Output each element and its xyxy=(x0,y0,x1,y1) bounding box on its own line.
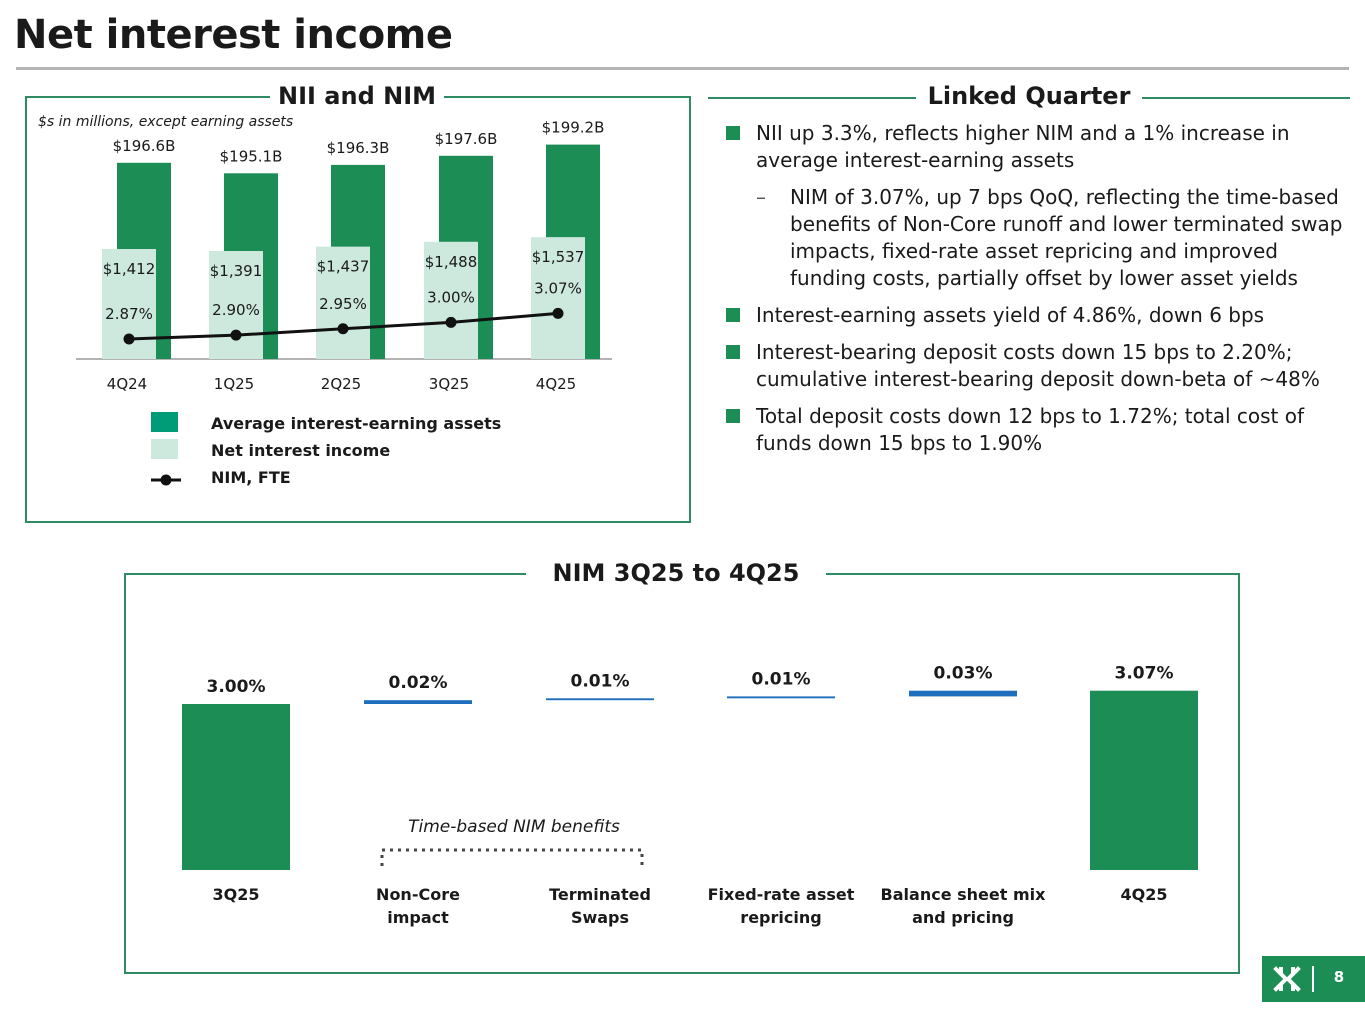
waterfall-category-label: Terminated xyxy=(549,885,651,904)
waterfall-delta-bar xyxy=(364,700,472,704)
waterfall-value-label: 3.07% xyxy=(1115,664,1174,684)
waterfall-category-label: Balance sheet mix xyxy=(881,885,1047,904)
nii-value-label: $1,437 xyxy=(317,258,370,276)
waterfall-category-label: impact xyxy=(387,908,449,927)
x-tick-label: 1Q25 xyxy=(214,375,254,393)
x-tick-label: 2Q25 xyxy=(321,375,361,393)
waterfall-delta-bar xyxy=(727,696,835,699)
linked-quarter-bullets: NII up 3.3%, reflects higher NIM and a 1… xyxy=(722,120,1357,467)
assets-value-label: $196.3B xyxy=(327,139,390,157)
linked-quarter-heading: Linked Quarter xyxy=(918,82,1140,110)
page-number: 8 xyxy=(1333,968,1345,986)
legend-label: Net interest income xyxy=(211,441,390,460)
assets-value-label: $197.6B xyxy=(435,130,498,148)
nim-value-label: 2.90% xyxy=(212,301,260,319)
linked-quarter-rule-right xyxy=(1142,97,1350,99)
bullet-total-deposit-costs: Total deposit costs down 12 bps to 1.72%… xyxy=(722,403,1357,457)
bullet-square-icon xyxy=(726,126,740,140)
x-tick-label: 4Q25 xyxy=(536,375,576,393)
bullet-square-icon xyxy=(726,345,740,359)
bullet-nii: NII up 3.3%, reflects higher NIM and a 1… xyxy=(722,120,1357,174)
legend-swatch-assets xyxy=(151,412,178,432)
assets-value-label: $196.6B xyxy=(113,137,176,155)
logo-icon xyxy=(1273,966,1301,992)
waterfall-category-label: Fixed-rate asset xyxy=(708,885,855,904)
waterfall-total-bar xyxy=(182,704,290,870)
assets-value-label: $199.2B xyxy=(542,119,605,137)
nii-bar xyxy=(209,251,263,359)
nim-point xyxy=(337,323,349,335)
nim-value-label: 2.95% xyxy=(319,295,367,313)
nii-value-label: $1,391 xyxy=(210,262,263,280)
sub-bullet-nim: – NIM of 3.07%, up 7 bps QoQ, reflecting… xyxy=(722,184,1357,292)
nii-value-label: $1,412 xyxy=(103,260,156,278)
legend-swatch-nii xyxy=(151,439,178,459)
nim-point xyxy=(230,329,242,341)
waterfall-total-bar xyxy=(1090,690,1198,870)
nim-point xyxy=(123,333,135,345)
waterfall-delta-bar xyxy=(546,698,654,701)
bullet-text: Interest-earning assets yield of 4.86%, … xyxy=(756,303,1265,327)
waterfall-category-label: 4Q25 xyxy=(1121,885,1168,904)
legend-label: NIM, FTE xyxy=(211,468,291,487)
nii-nim-heading: NII and NIM xyxy=(270,82,444,110)
waterfall-category-label: repricing xyxy=(740,908,821,927)
bullet-square-icon xyxy=(726,409,740,423)
linked-quarter-rule-left xyxy=(708,97,916,99)
waterfall-category-label: and pricing xyxy=(912,908,1014,927)
nim-value-label: 3.07% xyxy=(534,279,582,297)
nim-point xyxy=(445,316,457,328)
bullet-text: Total deposit costs down 12 bps to 1.72%… xyxy=(756,404,1305,455)
units-note: $s in millions, except earning assets xyxy=(38,114,294,130)
nii-bar xyxy=(424,241,478,359)
assets-value-label: $195.1B xyxy=(220,147,283,165)
waterfall-value-label: 0.01% xyxy=(571,671,630,691)
bullet-square-icon xyxy=(726,308,740,322)
legend-label: Average interest-earning assets xyxy=(211,414,501,433)
waterfall-value-label: 0.03% xyxy=(934,664,993,684)
bullet-text: NIM of 3.07%, up 7 bps QoQ, reflecting t… xyxy=(790,185,1343,290)
title-divider xyxy=(16,67,1349,70)
bracket-annotation-label: Time-based NIM benefits xyxy=(408,817,620,837)
nii-value-label: $1,488 xyxy=(425,253,478,271)
bullet-deposit-costs: Interest-bearing deposit costs down 15 b… xyxy=(722,339,1357,393)
waterfall-category-label: Non-Core xyxy=(376,885,460,904)
legend-point-nim xyxy=(160,474,172,486)
page-title: Net interest income xyxy=(14,12,453,58)
waterfall-category-label: Swaps xyxy=(571,908,629,927)
bracket-dotted-line xyxy=(380,848,644,866)
x-tick-label: 3Q25 xyxy=(429,375,469,393)
nii-bar xyxy=(316,246,370,359)
nim-waterfall-heading: NIM 3Q25 to 4Q25 xyxy=(526,559,826,587)
brand-logo: 8 xyxy=(1262,956,1365,1002)
nim-point xyxy=(552,307,564,319)
nii-nim-chart: $196.6B $1,412 2.87% 4Q24 $195.1B $1,391 2.90%… xyxy=(76,119,612,487)
nim-value-label: 2.87% xyxy=(105,305,153,323)
x-tick-label: 4Q24 xyxy=(107,375,147,393)
logo-divider xyxy=(1312,966,1314,992)
bullet-asset-yield: Interest-earning assets yield of 4.86%, … xyxy=(722,302,1357,329)
dash-icon: – xyxy=(756,185,766,209)
bullet-text: Interest-bearing deposit costs down 15 b… xyxy=(756,340,1320,391)
waterfall-value-label: 0.02% xyxy=(389,673,448,693)
bullet-text: NII up 3.3%, reflects higher NIM and a 1… xyxy=(756,121,1290,172)
waterfall-delta-bar xyxy=(909,690,1017,697)
waterfall-value-label: 3.00% xyxy=(207,677,266,697)
waterfall-value-label: 0.01% xyxy=(752,669,811,689)
nii-value-label: $1,537 xyxy=(532,248,585,266)
nim-value-label: 3.00% xyxy=(427,288,475,306)
nii-bar xyxy=(531,237,585,359)
waterfall-category-label: 3Q25 xyxy=(213,885,260,904)
